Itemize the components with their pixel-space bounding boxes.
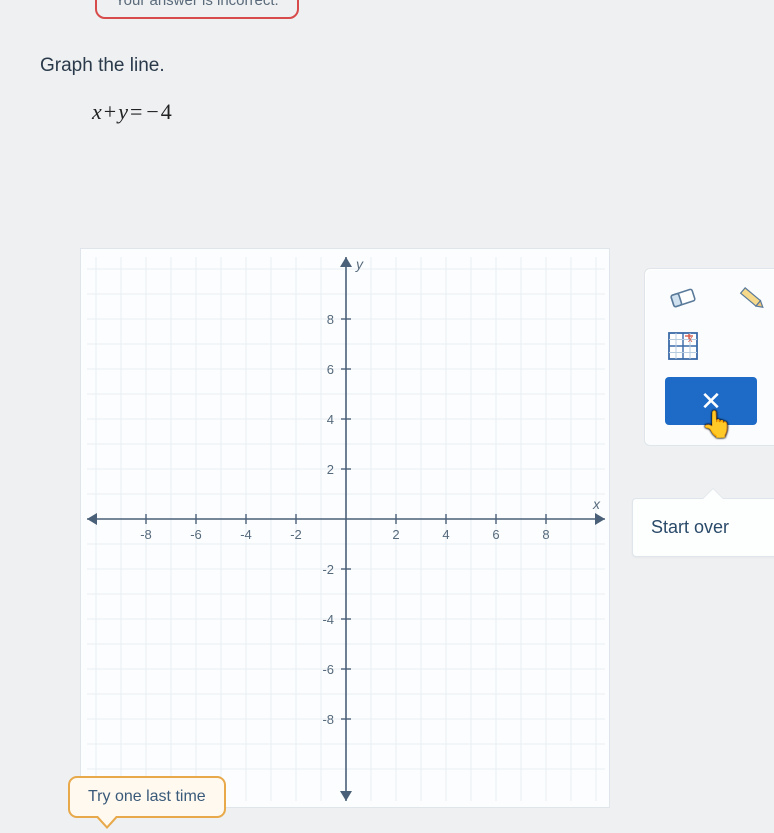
- svg-text:4: 4: [327, 412, 334, 427]
- equation-plus: +: [104, 99, 116, 124]
- grid-tool-icon[interactable]: x: [665, 331, 701, 361]
- svg-text:2: 2: [392, 527, 399, 542]
- svg-text:8: 8: [327, 312, 334, 327]
- pencil-icon[interactable]: [733, 283, 769, 313]
- svg-text:-6: -6: [322, 662, 334, 677]
- close-icon: ✕: [700, 386, 722, 417]
- svg-text:2: 2: [327, 462, 334, 477]
- tooltip-arrow: [703, 489, 723, 499]
- svg-text:-2: -2: [322, 562, 334, 577]
- incorrect-banner-text: Your answer is incorrect.: [115, 0, 279, 9]
- coordinate-grid[interactable]: 2 -2 2 -2 4 -4 4 -4 6 -6 6 -6 8 -8 8 -8 y x: [80, 248, 610, 808]
- svg-text:y: y: [355, 256, 364, 272]
- incorrect-banner: Your answer is incorrect.: [95, 0, 299, 19]
- clear-button[interactable]: ✕ 👆: [665, 377, 757, 425]
- instruction-text: Graph the line.: [40, 55, 172, 77]
- equation: x+y=−4: [92, 99, 172, 125]
- svg-text:x: x: [592, 496, 601, 512]
- svg-text:6: 6: [327, 362, 334, 377]
- start-over-tooltip[interactable]: Start over: [632, 498, 774, 557]
- equation-equals: =: [130, 99, 142, 124]
- try-again-callout: Try one last time: [68, 776, 226, 818]
- svg-text:-8: -8: [140, 527, 152, 542]
- equation-rhs: 4: [161, 99, 172, 124]
- graph-toolbar: x ✕ 👆: [644, 268, 774, 446]
- svg-text:-8: -8: [322, 712, 334, 727]
- svg-text:8: 8: [542, 527, 549, 542]
- equation-minus: −: [146, 99, 158, 124]
- svg-text:-2: -2: [290, 527, 302, 542]
- eraser-icon[interactable]: [665, 283, 701, 313]
- svg-text:6: 6: [492, 527, 499, 542]
- equation-var-y: y: [118, 99, 128, 124]
- svg-text:-6: -6: [190, 527, 202, 542]
- svg-text:4: 4: [442, 527, 449, 542]
- try-again-text: Try one last time: [88, 788, 206, 805]
- start-over-label: Start over: [651, 517, 729, 537]
- svg-text:-4: -4: [240, 527, 252, 542]
- equation-var-x: x: [92, 99, 102, 124]
- question-prompt: Graph the line. x+y=−4: [40, 55, 172, 125]
- svg-text:-4: -4: [322, 612, 334, 627]
- grid-svg[interactable]: 2 -2 2 -2 4 -4 4 -4 6 -6 6 -6 8 -8 8 -8 y x: [81, 249, 611, 809]
